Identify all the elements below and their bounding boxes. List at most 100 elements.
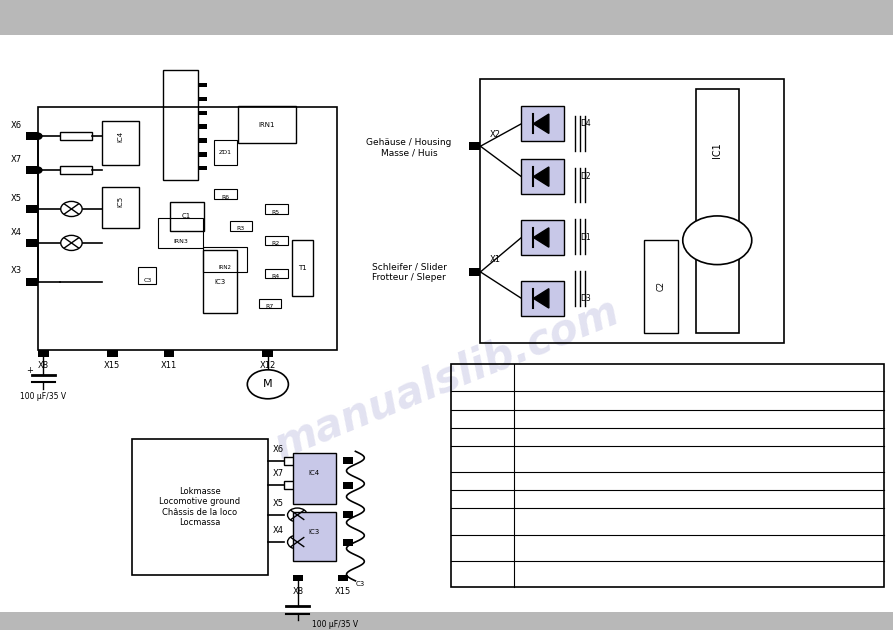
Text: D4: D4 bbox=[580, 119, 591, 129]
Text: C1: C1 bbox=[182, 214, 191, 219]
Bar bbox=[343, 512, 353, 518]
Circle shape bbox=[288, 535, 307, 549]
Text: IC4: IC4 bbox=[118, 131, 123, 142]
Bar bbox=[163, 350, 174, 357]
Bar bbox=[259, 299, 281, 309]
Bar bbox=[265, 204, 288, 214]
Bar bbox=[158, 217, 203, 248]
Bar bbox=[293, 575, 303, 581]
Text: X8: X8 bbox=[38, 361, 49, 370]
Text: M: M bbox=[263, 379, 272, 389]
Polygon shape bbox=[533, 289, 549, 308]
Bar bbox=[38, 350, 49, 357]
Text: IC4: IC4 bbox=[309, 470, 320, 476]
Text: +: + bbox=[26, 366, 33, 375]
Bar bbox=[198, 166, 207, 171]
Bar bbox=[469, 268, 480, 276]
Bar bbox=[132, 439, 268, 575]
Bar bbox=[0, 0, 893, 35]
Text: manualslib.com: manualslib.com bbox=[268, 289, 625, 467]
Bar bbox=[198, 83, 207, 87]
Text: R4: R4 bbox=[271, 274, 280, 279]
Text: X2: X2 bbox=[489, 130, 500, 139]
Text: X15: X15 bbox=[335, 587, 351, 596]
Text: X15: X15 bbox=[104, 361, 121, 370]
Bar bbox=[26, 278, 38, 286]
Text: IRN3: IRN3 bbox=[173, 239, 188, 244]
Bar bbox=[138, 266, 156, 284]
Text: D3: D3 bbox=[580, 294, 591, 303]
Text: IC5: IC5 bbox=[118, 196, 123, 207]
Bar bbox=[522, 159, 564, 194]
Bar bbox=[107, 350, 118, 357]
Bar bbox=[214, 140, 237, 165]
Text: D2: D2 bbox=[580, 172, 591, 181]
Bar bbox=[469, 142, 480, 151]
Circle shape bbox=[61, 202, 82, 217]
Text: R6: R6 bbox=[221, 195, 230, 200]
Circle shape bbox=[33, 133, 42, 139]
Circle shape bbox=[288, 508, 307, 522]
Text: IC1: IC1 bbox=[713, 142, 722, 158]
Bar bbox=[263, 350, 273, 357]
Text: X8: X8 bbox=[292, 587, 304, 596]
Text: C2: C2 bbox=[656, 282, 665, 292]
Bar bbox=[26, 132, 38, 140]
Bar bbox=[265, 236, 288, 245]
Bar bbox=[451, 364, 884, 587]
Polygon shape bbox=[533, 114, 549, 134]
Polygon shape bbox=[533, 228, 549, 247]
Bar bbox=[238, 106, 296, 144]
Bar bbox=[338, 575, 347, 581]
Bar bbox=[0, 612, 893, 630]
Bar bbox=[198, 139, 207, 143]
Bar bbox=[343, 457, 353, 464]
Bar bbox=[343, 482, 353, 489]
Text: 100 μF/35 V: 100 μF/35 V bbox=[313, 621, 358, 629]
Bar bbox=[26, 205, 38, 213]
Bar bbox=[198, 125, 207, 129]
Bar bbox=[293, 452, 336, 504]
Text: ZD1: ZD1 bbox=[219, 150, 231, 155]
Text: R7: R7 bbox=[265, 304, 274, 309]
Text: X12: X12 bbox=[260, 361, 276, 370]
Bar bbox=[203, 250, 237, 313]
Polygon shape bbox=[533, 167, 549, 186]
Bar bbox=[60, 132, 92, 140]
Bar bbox=[696, 89, 739, 333]
Text: IRN2: IRN2 bbox=[219, 265, 231, 270]
Bar bbox=[230, 220, 252, 231]
Text: X5: X5 bbox=[272, 499, 283, 508]
Text: Lokmasse
Locomotive ground
Châssis de la loco
Locmassa: Lokmasse Locomotive ground Châssis de la… bbox=[160, 487, 240, 527]
Text: IC3: IC3 bbox=[214, 278, 225, 285]
Bar bbox=[645, 240, 678, 333]
Bar bbox=[198, 152, 207, 157]
Bar bbox=[343, 539, 353, 546]
Text: X3: X3 bbox=[11, 266, 21, 275]
Text: T1: T1 bbox=[298, 265, 307, 271]
Text: C3: C3 bbox=[355, 581, 364, 587]
Text: X11: X11 bbox=[161, 361, 177, 370]
Text: Schleifer / Slider
Frotteur / Sleper: Schleifer / Slider Frotteur / Sleper bbox=[371, 262, 446, 282]
Circle shape bbox=[33, 167, 42, 173]
Bar bbox=[102, 188, 139, 229]
Bar bbox=[522, 106, 564, 141]
Bar bbox=[522, 281, 564, 316]
Bar bbox=[214, 189, 237, 199]
Bar bbox=[265, 268, 288, 278]
Text: Gehäuse / Housing
Masse / Huis: Gehäuse / Housing Masse / Huis bbox=[366, 138, 452, 158]
Text: X7: X7 bbox=[11, 155, 21, 164]
Bar bbox=[60, 166, 92, 175]
Circle shape bbox=[247, 370, 288, 399]
Bar bbox=[38, 107, 337, 350]
Bar bbox=[170, 202, 204, 231]
Bar bbox=[522, 220, 564, 255]
Text: X4: X4 bbox=[272, 526, 283, 535]
Circle shape bbox=[683, 216, 752, 265]
Text: D1: D1 bbox=[580, 233, 591, 242]
Text: X6: X6 bbox=[272, 445, 283, 454]
Bar bbox=[198, 97, 207, 101]
Bar bbox=[284, 457, 313, 464]
Text: IC3: IC3 bbox=[309, 529, 320, 535]
Text: X7: X7 bbox=[272, 469, 283, 478]
